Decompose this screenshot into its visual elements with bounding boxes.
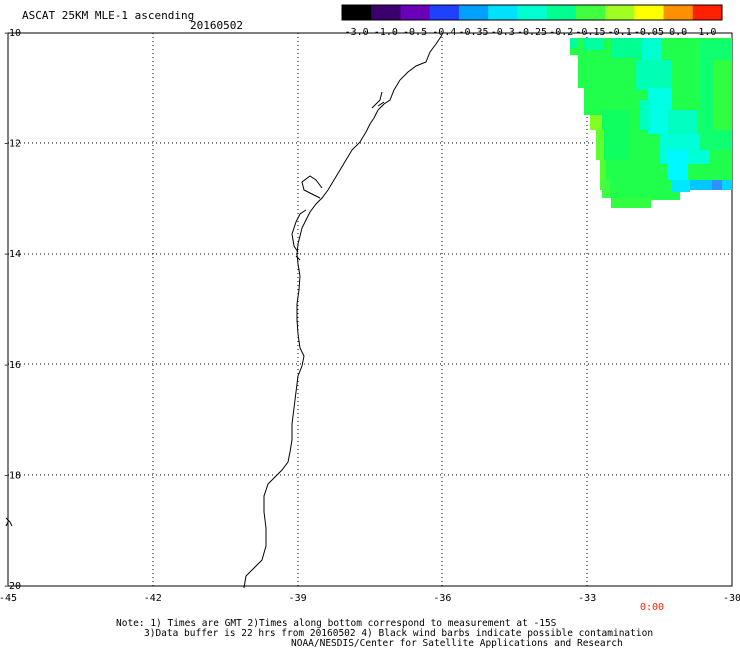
colorbar-swatch xyxy=(692,5,723,20)
swath-cell xyxy=(600,110,630,160)
swath-cell xyxy=(640,100,650,130)
lon-tick-label: -45 xyxy=(0,593,17,604)
colorbar-swatch xyxy=(605,5,635,20)
coastline xyxy=(243,34,443,589)
time-label: 0:00 xyxy=(640,602,665,613)
product-title: ASCAT 25KM MLE-1 ascending xyxy=(22,9,195,22)
colorbar-swatch xyxy=(488,5,518,20)
lat-tick-label: -18 xyxy=(3,470,21,481)
colorbar-swatch xyxy=(458,5,489,20)
colorbar-swatch xyxy=(429,5,460,20)
swath-cell xyxy=(642,38,662,62)
footer-note-line2: 3)Data buffer is 22 hrs from 20160502 4)… xyxy=(144,628,654,639)
swath-cell xyxy=(584,38,604,50)
product-date: 20160502 xyxy=(190,19,243,32)
wind-data-swath xyxy=(570,38,732,208)
swath-cell xyxy=(690,180,712,190)
swath-cell xyxy=(722,180,732,190)
latitude-tick-labels: -10 -12 -14 -16 -18 -20 xyxy=(3,28,21,592)
coastline-bay xyxy=(291,175,323,261)
swath-cell xyxy=(570,38,578,48)
swath-cell xyxy=(612,198,651,208)
colorbar-swatch xyxy=(663,5,694,20)
swath-cell xyxy=(668,150,688,180)
lat-tick-label: -10 xyxy=(3,28,21,39)
lat-tick-label: -14 xyxy=(3,249,21,260)
island-marker xyxy=(5,517,13,527)
swath-cell xyxy=(712,180,722,190)
lat-tick-label: -20 xyxy=(3,581,21,592)
swath-cell xyxy=(672,180,690,192)
colorbar-swatch xyxy=(575,5,606,20)
footer-note-line3: NOAA/NESDIS/Center for Satellite Applica… xyxy=(291,638,623,649)
swath-cell xyxy=(590,115,602,130)
longitude-tick-labels: -45 -42 -39 -36 -33 -30 xyxy=(0,593,740,604)
lon-tick-label: -39 xyxy=(289,593,307,604)
swath-cell xyxy=(596,130,604,160)
colorbar xyxy=(341,4,723,21)
colorbar-swatch xyxy=(342,5,372,20)
colorbar-swatch xyxy=(634,5,665,20)
footer-note-line1: Note: 1) Times are GMT 2)Times along bot… xyxy=(116,618,557,629)
colorbar-outline xyxy=(341,4,723,21)
lat-tick-label: -12 xyxy=(3,139,21,150)
map-gridlines xyxy=(8,33,732,586)
map-frame xyxy=(7,32,733,587)
swath-cell xyxy=(636,60,672,90)
swath-cell xyxy=(600,160,606,190)
colorbar-swatch xyxy=(546,5,577,20)
lon-tick-label: -36 xyxy=(433,593,451,604)
lon-tick-label: -42 xyxy=(144,593,162,604)
swath-cell xyxy=(612,38,642,58)
colorbar-swatch xyxy=(400,5,431,20)
coastline-estuary xyxy=(371,91,385,109)
lat-tick-label: -16 xyxy=(3,360,21,371)
colorbar-swatch xyxy=(517,5,548,20)
colorbar-swatch xyxy=(371,5,401,20)
swath-cell xyxy=(602,180,610,198)
lon-tick-label: -30 xyxy=(723,593,740,604)
lon-tick-label: -33 xyxy=(578,593,596,604)
swath-cell xyxy=(714,60,732,130)
